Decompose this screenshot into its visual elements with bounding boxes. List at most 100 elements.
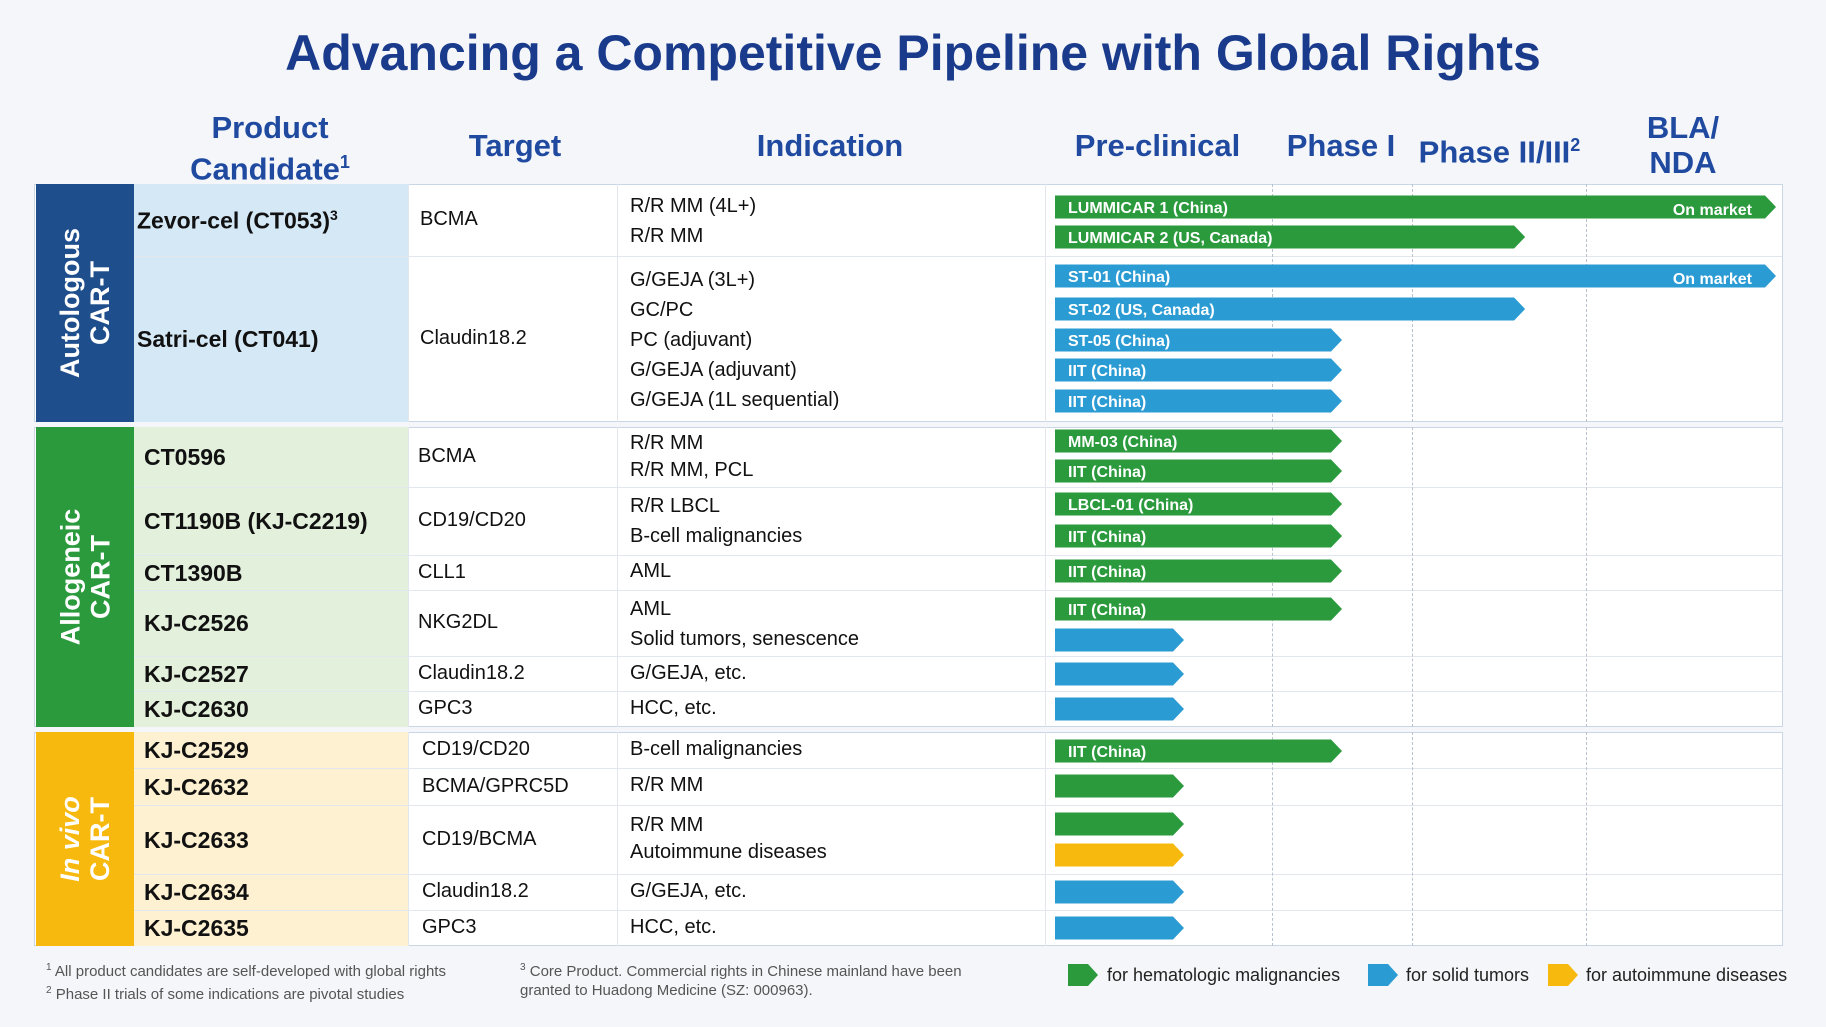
footnote-3-line2: granted to Huadong Medicine (SZ: 000963)…: [520, 982, 813, 999]
product-name: KJ-C2527: [144, 661, 249, 688]
footnote-1-text: All product candidates are self-develope…: [54, 963, 446, 980]
indication-text: Solid tumors, senescence: [630, 628, 860, 650]
indication-text: R/R MM: [630, 814, 704, 836]
header-phase23-sup: 2: [1570, 135, 1581, 155]
stage-divider: [1412, 732, 1413, 946]
stage-divider: [1586, 732, 1587, 946]
header-target: Target: [468, 128, 562, 163]
indication-text: G/GEJA (1L sequential): [630, 389, 840, 411]
indication-text: B-cell malignancies: [630, 738, 803, 760]
row-divider: [134, 656, 1782, 657]
indication-text: AML: [630, 560, 672, 582]
header-product-candidate: Product Candidate1: [165, 110, 375, 186]
stage-divider: [1272, 427, 1273, 727]
product-name-text: KJ-C2526: [144, 610, 249, 636]
product-cell-bg: [134, 487, 408, 555]
header-phase23: Phase II/III2: [1412, 128, 1587, 169]
legend-hematologic: for hematologic malignancies: [1107, 965, 1341, 985]
group-label-line2: CAR-T: [85, 261, 115, 345]
product-footnote-sup: 3: [330, 207, 338, 223]
product-name: CT0596: [144, 444, 226, 471]
footnote-2-text: Phase II trials of some indications are …: [55, 986, 405, 1003]
indication-text: R/R LBCL: [630, 495, 721, 517]
product-target: GPC3: [422, 916, 477, 938]
column-divider: [1045, 732, 1046, 946]
product-name: Zevor-cel (CT053)3: [137, 207, 338, 235]
indication-text: R/R MM: [630, 774, 704, 796]
group-label-line1: Autologous: [55, 228, 85, 378]
indication-text: R/R MM: [630, 225, 704, 247]
indication-text: GC/PC: [630, 299, 694, 321]
product-cell-bg: [134, 805, 408, 874]
legend-autoimmune: for autoimmune diseases: [1586, 965, 1788, 985]
group-label-line1: Allogeneic: [55, 508, 85, 646]
product-cell-bg: [134, 874, 408, 910]
footnote-2: 2 Phase II trials of some indications ar…: [46, 981, 506, 1004]
group-label-panel: Allogeneic CAR-T: [36, 427, 134, 727]
indication-text: G/GEJA, etc.: [630, 880, 747, 902]
column-divider: [1045, 427, 1046, 727]
group-label-line1: In vivo: [55, 796, 85, 882]
indication-text: R/R MM, PCL: [630, 459, 754, 481]
group-label-panel: In vivo CAR-T: [36, 732, 134, 946]
legend-icon-solid: [1368, 964, 1398, 986]
product-cell-bg: [134, 590, 408, 656]
column-divider: [617, 184, 618, 422]
product-target: Claudin18.2: [422, 880, 529, 902]
stage-divider: [1272, 732, 1273, 946]
product-name-text: KJ-C2527: [144, 660, 249, 687]
footnote-3-text1: Core Product. Commercial rights in Chine…: [529, 963, 962, 980]
product-cell-bg: [134, 184, 408, 256]
row-divider: [134, 487, 1782, 488]
product-target: NKG2DL: [418, 611, 499, 633]
row-divider: [134, 555, 1782, 556]
row-divider: [134, 768, 1782, 769]
product-name-text: KJ-C2633: [144, 826, 249, 853]
product-target: Claudin18.2: [418, 661, 525, 684]
header-product-text: Product Candidate: [190, 110, 340, 187]
column-divider: [408, 427, 409, 727]
column-divider: [1045, 184, 1046, 422]
row-divider: [134, 805, 1782, 806]
stage-divider: [1586, 184, 1587, 422]
indication-text: HCC, etc.: [630, 916, 717, 938]
product-cell-bg: [134, 910, 408, 946]
product-name: CT1390B: [144, 560, 242, 587]
product-target: CD19/CD20: [422, 738, 530, 760]
column-divider: [617, 732, 618, 946]
row-divider: [134, 910, 1782, 911]
indication-text: PC (adjuvant): [630, 329, 753, 351]
product-name-text: KJ-C2529: [144, 737, 249, 763]
indication-text: HCC, etc.: [630, 697, 717, 719]
product-cell-bg: [134, 691, 408, 727]
product-name: KJ-C2529: [144, 737, 249, 764]
header-bla-line1: BLA/: [1646, 110, 1720, 145]
product-cell-bg: [134, 768, 408, 805]
product-target: GPC3: [418, 697, 473, 719]
stage-divider: [1412, 427, 1413, 727]
header-phase23-text: Phase II/III: [1418, 134, 1571, 170]
indication-text: G/GEJA, etc.: [630, 662, 747, 684]
product-name-text: Zevor-cel (CT053): [137, 207, 331, 234]
header-product-sup: 1: [339, 152, 350, 172]
header-bla-line2: NDA: [1649, 145, 1717, 180]
indication-text: R/R MM: [630, 432, 704, 454]
footnote-1: 1 All product candidates are self-develo…: [46, 958, 506, 981]
product-cell-bg: [134, 256, 408, 422]
stage-divider: [1586, 427, 1587, 727]
product-target: BCMA: [420, 208, 478, 230]
column-divider: [617, 427, 618, 727]
product-target: CD19/BCMA: [422, 827, 537, 850]
legend-solid: for solid tumors: [1406, 965, 1530, 985]
page-title: Advancing a Competitive Pipeline with Gl…: [285, 25, 1541, 81]
product-name: KJ-C2630: [144, 696, 249, 723]
header-bla-nda: BLA/NDA: [1588, 110, 1778, 180]
column-divider: [408, 732, 409, 946]
row-divider: [134, 691, 1782, 692]
product-target: CLL1: [418, 560, 466, 583]
product-target: BCMA/GPRC5D: [422, 774, 569, 797]
product-name-text: KJ-C2630: [144, 696, 249, 722]
product-cell-bg: [134, 555, 408, 590]
product-cell-bg: [134, 427, 408, 487]
indication-text: R/R MM (4L+): [630, 195, 757, 217]
